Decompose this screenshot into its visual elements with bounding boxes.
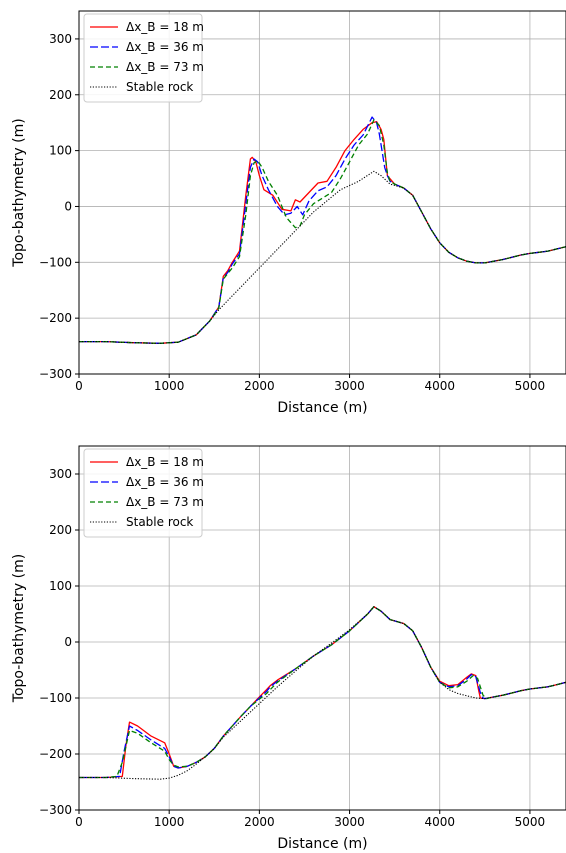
y-tick-label: 100 xyxy=(49,144,72,158)
series-line-2 xyxy=(79,606,566,779)
series-lines xyxy=(79,116,566,344)
y-tick-label: −100 xyxy=(39,691,72,705)
series-line-1 xyxy=(79,606,566,779)
x-axis-label: Distance (m) xyxy=(277,836,367,852)
legend-label: Δx_B = 73 m xyxy=(126,60,204,74)
legend-label: Δx_B = 36 m xyxy=(126,40,204,54)
chart-panel-1: 0 1000 2000 3000 4000 5000 −300 −200 −100 0 100 200… xyxy=(11,10,566,416)
legend-label: Stable rock xyxy=(126,80,193,94)
y-tick-label: −200 xyxy=(39,747,72,761)
legend-box xyxy=(83,448,203,538)
legend-label: Δx_B = 36 m xyxy=(126,475,204,489)
legend-box xyxy=(83,13,203,103)
x-tick-label: 0 xyxy=(75,815,83,829)
axes-frame xyxy=(78,10,566,375)
y-tick-label: −300 xyxy=(39,803,72,817)
x-tick-label: 4000 xyxy=(424,815,455,829)
series-line-4 xyxy=(79,170,566,344)
y-tick-label: −300 xyxy=(39,367,72,381)
legend-label: Δx_B = 18 m xyxy=(126,20,204,34)
legend: Δx_B = 18 m Δx_B = 36 m Δx_B = 73 m Stable … xyxy=(83,448,204,538)
y-tick-label: −200 xyxy=(39,311,72,325)
y-tick-label: 100 xyxy=(49,579,72,593)
legend-label: Δx_B = 18 m xyxy=(126,455,204,469)
y-axis-label: Topo-bathymetry (m) xyxy=(11,118,27,267)
series-lines xyxy=(79,606,566,780)
legend: Δx_B = 18 m Δx_B = 36 m Δx_B = 73 m Stable … xyxy=(83,13,204,103)
x-tick-label: 1000 xyxy=(154,815,185,829)
y-tick-label: 200 xyxy=(49,523,72,537)
series-line-1 xyxy=(79,120,566,344)
series-line-3 xyxy=(79,119,566,344)
x-tick-label: 4000 xyxy=(424,379,455,393)
y-tick-label: 300 xyxy=(49,467,72,481)
series-line-3 xyxy=(79,606,566,779)
x-axis-label: Distance (m) xyxy=(277,400,367,416)
x-tick-label: 2000 xyxy=(244,815,275,829)
x-tick-label: 5000 xyxy=(515,379,546,393)
legend-label: Stable rock xyxy=(126,515,193,529)
x-tick-label: 3000 xyxy=(334,815,365,829)
legend-label: Δx_B = 73 m xyxy=(126,495,204,509)
y-tick-label: 0 xyxy=(64,635,72,649)
y-tick-label: −100 xyxy=(39,255,72,269)
x-tick-label: 0 xyxy=(75,379,83,393)
x-tick-label: 3000 xyxy=(334,379,365,393)
y-tick-label: 200 xyxy=(49,88,72,102)
y-tick-label: 0 xyxy=(64,199,72,213)
y-tick-label: 300 xyxy=(49,32,72,46)
y-axis-label: Topo-bathymetry (m) xyxy=(11,554,27,703)
x-tick-label: 1000 xyxy=(154,379,185,393)
chart-panel-2: 0 1000 2000 3000 4000 5000 −300 −200 −100 0 100 200… xyxy=(11,445,566,852)
x-tick-label: 2000 xyxy=(244,379,275,393)
series-line-2 xyxy=(79,116,566,344)
axes-frame xyxy=(78,445,566,811)
x-tick-label: 5000 xyxy=(515,815,546,829)
series-line-4 xyxy=(79,606,566,780)
